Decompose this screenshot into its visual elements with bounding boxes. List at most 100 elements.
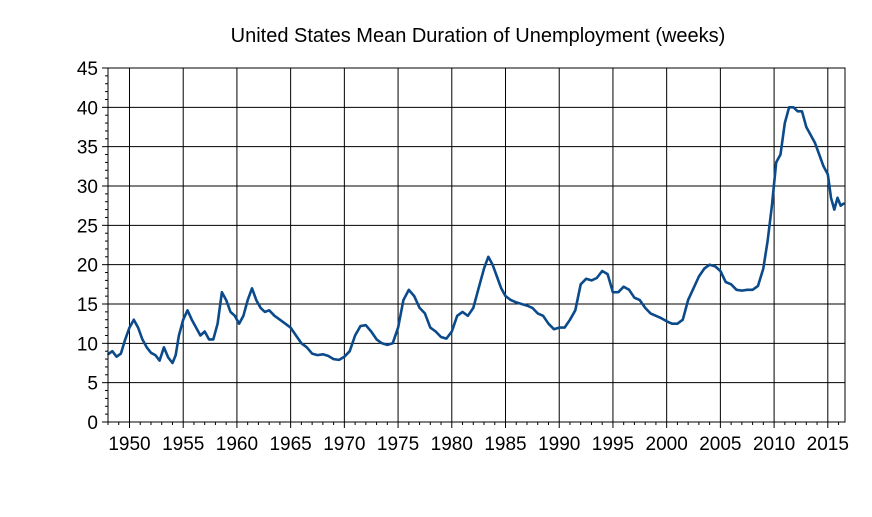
data-point: [746, 289, 748, 291]
data-point: [255, 299, 258, 301]
data-point: [830, 197, 832, 199]
data-point: [579, 283, 582, 286]
data-point: [402, 299, 405, 301]
data-point: [391, 342, 394, 345]
data-point: [477, 287, 480, 290]
data-point: [536, 312, 539, 315]
data-point: [504, 295, 507, 297]
y-tick-label: 15: [77, 295, 98, 316]
data-point: [751, 289, 754, 291]
data-point: [322, 353, 324, 356]
data-point: [801, 110, 803, 113]
data-point: [456, 315, 459, 317]
data-point: [487, 255, 490, 258]
data-point: [515, 301, 518, 304]
data-point: [779, 153, 782, 156]
data-point: [246, 299, 249, 301]
data-point: [229, 311, 232, 313]
data-point: [120, 352, 122, 355]
data-point: [424, 312, 426, 315]
x-tick-label: 1965: [269, 434, 311, 455]
data-point: [115, 355, 118, 358]
data-point: [295, 334, 297, 337]
x-tick-label: 1995: [592, 434, 634, 455]
data-point: [574, 309, 577, 312]
data-point: [273, 315, 276, 317]
data-point: [622, 285, 625, 288]
data-point: [676, 322, 679, 325]
data-point: [665, 320, 668, 323]
data-point: [370, 330, 373, 333]
data-point: [741, 289, 743, 292]
data-point: [191, 318, 193, 321]
data-point: [186, 309, 189, 312]
data-point: [805, 126, 808, 128]
x-axis-ticks: 1950 1955 1960 1965 1970 1975 1980 1985 1990 1995…: [108, 422, 849, 455]
data-point: [633, 296, 636, 299]
data-point: [698, 275, 700, 278]
data-point: [111, 350, 114, 353]
data-point: [306, 346, 308, 349]
data-point: [316, 354, 319, 356]
data-point: [655, 315, 657, 317]
data-point: [279, 318, 281, 321]
data-point: [775, 161, 777, 164]
y-tick-label: 40: [77, 98, 98, 119]
data-point: [461, 311, 464, 313]
x-tick-label: 1975: [377, 434, 419, 455]
data-point: [531, 307, 534, 309]
data-point: [569, 318, 571, 321]
data-point: [628, 289, 630, 291]
y-axis-ticks: 0 5 10 15 20 25 30 35 40 45: [77, 59, 108, 434]
x-tick-label: 1985: [484, 434, 526, 455]
data-point: [682, 318, 684, 321]
data-point: [558, 326, 560, 329]
x-tick-label: 2005: [699, 434, 741, 455]
data-point: [182, 318, 184, 321]
x-tick-label: 1960: [216, 434, 258, 455]
data-point: [757, 285, 759, 287]
data-point: [500, 287, 503, 290]
data-point: [413, 295, 416, 297]
data-point: [547, 322, 550, 325]
data-point: [195, 326, 197, 329]
data-point: [601, 270, 603, 272]
chart-title: United States Mean Duration of Unemploym…: [231, 25, 726, 47]
data-point: [163, 346, 165, 349]
y-tick-label: 25: [77, 216, 98, 237]
data-point: [381, 342, 383, 345]
data-point: [338, 359, 340, 361]
data-point: [408, 289, 410, 291]
data-point: [221, 291, 223, 294]
data-point: [703, 267, 706, 270]
data-point: [771, 204, 773, 207]
data-point: [348, 350, 351, 353]
data-point: [692, 287, 695, 290]
data-point: [510, 299, 512, 301]
data-point: [671, 322, 673, 325]
data-point: [585, 278, 587, 280]
data-point: [483, 267, 485, 270]
minor-ticks: [105, 75, 840, 425]
data-point: [708, 263, 711, 266]
plot-frame: [107, 67, 846, 423]
data-point: [225, 299, 227, 301]
data-point: [133, 318, 135, 321]
data-point: [264, 311, 266, 313]
data-point: [386, 344, 389, 346]
data-point: [788, 106, 790, 109]
data-point: [289, 326, 292, 329]
data-point: [365, 324, 367, 327]
data-point: [242, 315, 245, 317]
data-point: [208, 338, 210, 341]
data-point: [171, 362, 174, 364]
data-point: [796, 110, 799, 113]
data-point: [359, 325, 362, 327]
data-point: [612, 291, 614, 294]
data-point: [542, 315, 544, 317]
data-point: [268, 309, 271, 312]
data-point: [150, 352, 152, 354]
data-point: [639, 299, 641, 301]
data-point: [440, 336, 442, 338]
